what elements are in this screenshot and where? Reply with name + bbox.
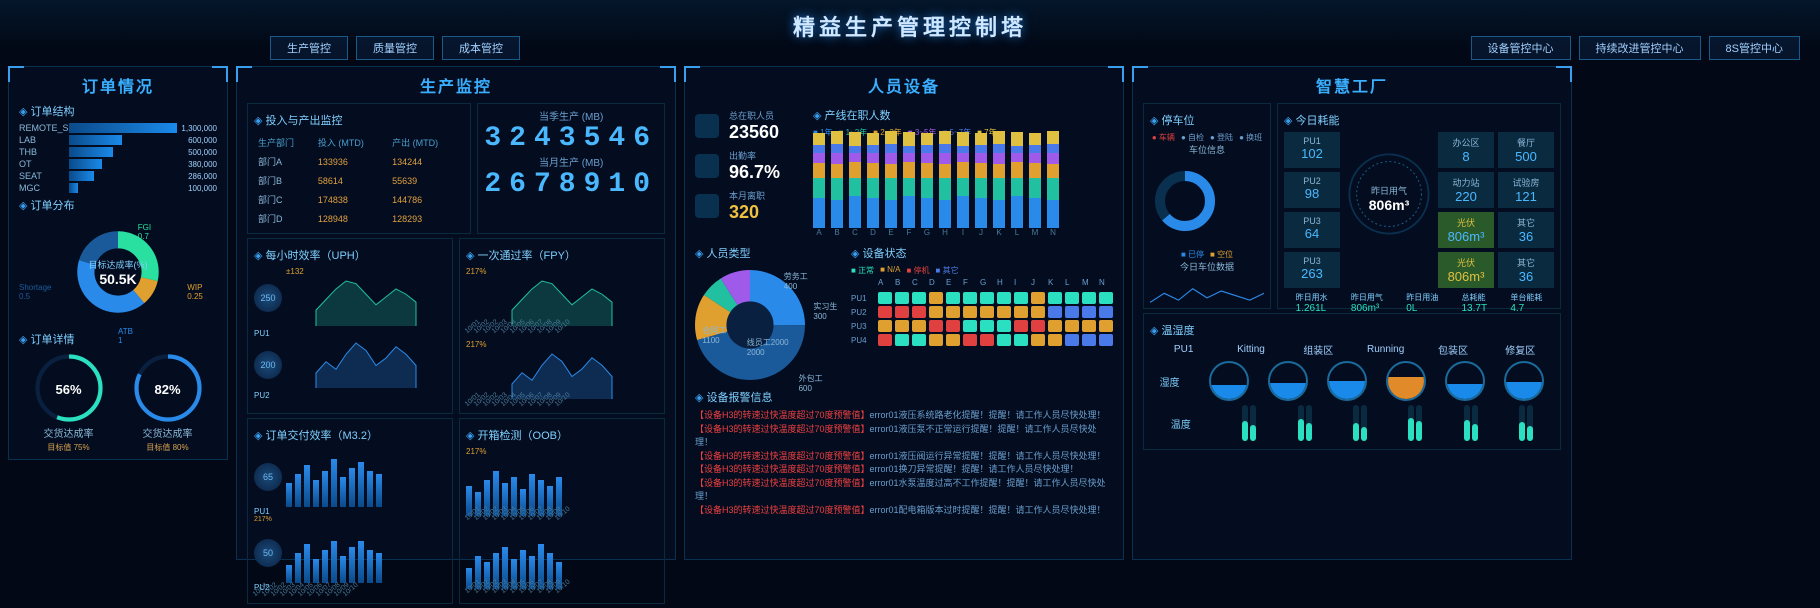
pu-cell: PU3263 [1284, 252, 1340, 288]
factory-title: 智慧工厂 [1143, 73, 1561, 97]
humidity-gauge [1445, 361, 1485, 401]
temp-gauge [1519, 405, 1533, 441]
order-bar: MGC100,000 [19, 183, 217, 193]
season-value: 3243546 [484, 123, 658, 154]
humidity-gauge [1327, 361, 1367, 401]
temp-gauge [1464, 405, 1478, 441]
prod-title: 生产监控 [247, 73, 665, 97]
order-bar: REMOTE_SITE1,300,000 [19, 123, 217, 133]
pu-cell: PU298 [1284, 172, 1340, 208]
park-tab[interactable]: ● 换班 [1239, 132, 1262, 143]
park-tab[interactable]: ● 车辆 [1152, 132, 1175, 143]
humidity-gauge [1268, 361, 1308, 401]
nav-成本管控[interactable]: 成本管控 [442, 36, 520, 60]
month-value: 2678910 [484, 169, 658, 200]
io-table: 生产部门投入 (MTD)产出 (MTD)部门A133936134244部门B58… [254, 132, 464, 229]
stat: 出勤率96.7% [695, 149, 805, 183]
nav-8S管控中心[interactable]: 8S管控中心 [1709, 36, 1800, 60]
park-tab[interactable]: ● 登陆 [1210, 132, 1233, 143]
nav-right: 设备管控中心持续改进管控中心 8S管控中心 [1471, 36, 1800, 60]
header: 精益生产管理控制塔 生产管控质量管控成本管控 设备管控中心持续改进管控中心8S管… [0, 0, 1820, 50]
nav-left: 生产管控质量管控成本管控 [270, 36, 520, 60]
pu-cell: PU364 [1284, 212, 1340, 248]
temp-gauge [1242, 405, 1256, 441]
order-bar: OT380,000 [19, 159, 217, 169]
humidity-gauge [1504, 361, 1544, 401]
temp-gauge [1353, 405, 1367, 441]
orders-title: 订单情况 [19, 73, 217, 97]
nav-生产管控[interactable]: 生产管控 [270, 36, 348, 60]
gauge: 56%交货达成率目标值 75% [34, 353, 104, 453]
usage: 总耗能13.7T [1461, 292, 1487, 314]
park-donut [1150, 166, 1220, 236]
people-title: 人员设备 [695, 73, 1113, 97]
order-bars: REMOTE_SITE1,300,000 LAB600,000 THB500,000… [19, 123, 217, 193]
stat: 总在职人员23560 [695, 109, 805, 143]
order-bar: LAB600,000 [19, 135, 217, 145]
usage: 昨日用水1.261L [1296, 292, 1328, 314]
temp-gauge [1298, 405, 1312, 441]
nav-质量管控[interactable]: 质量管控 [356, 36, 434, 60]
usage: 单台能耗4.7 [1510, 292, 1542, 314]
order-bar: THB500,000 [19, 147, 217, 157]
order-dist-title: 订单分布 [19, 197, 217, 213]
order-bar: SEAT286,000 [19, 171, 217, 181]
io-title: 投入与产出监控 [254, 112, 464, 128]
nav-持续改进管控中心[interactable]: 持续改进管控中心 [1579, 36, 1701, 60]
temp-gauge [1408, 405, 1422, 441]
pu-cell: PU1102 [1284, 132, 1340, 168]
park-line-chart [1150, 279, 1264, 319]
usage: 昨日用气806m³ [1351, 292, 1383, 314]
stat: 本月离职320 [695, 189, 805, 223]
alerts-list: 【设备H3的转速过快温度超过70度预警值】error01液压系统路老化提醒！提醒… [695, 409, 1113, 517]
usage: 昨日用油0L [1406, 292, 1438, 314]
nav-设备管控中心[interactable]: 设备管控中心 [1471, 36, 1571, 60]
order-struct-title: 订单结构 [19, 103, 217, 119]
humidity-gauge [1209, 361, 1249, 401]
gauge: 82%交货达成率目标值 80% [133, 353, 203, 453]
park-tab[interactable]: ● 自检 [1181, 132, 1204, 143]
humidity-gauge [1386, 361, 1426, 401]
